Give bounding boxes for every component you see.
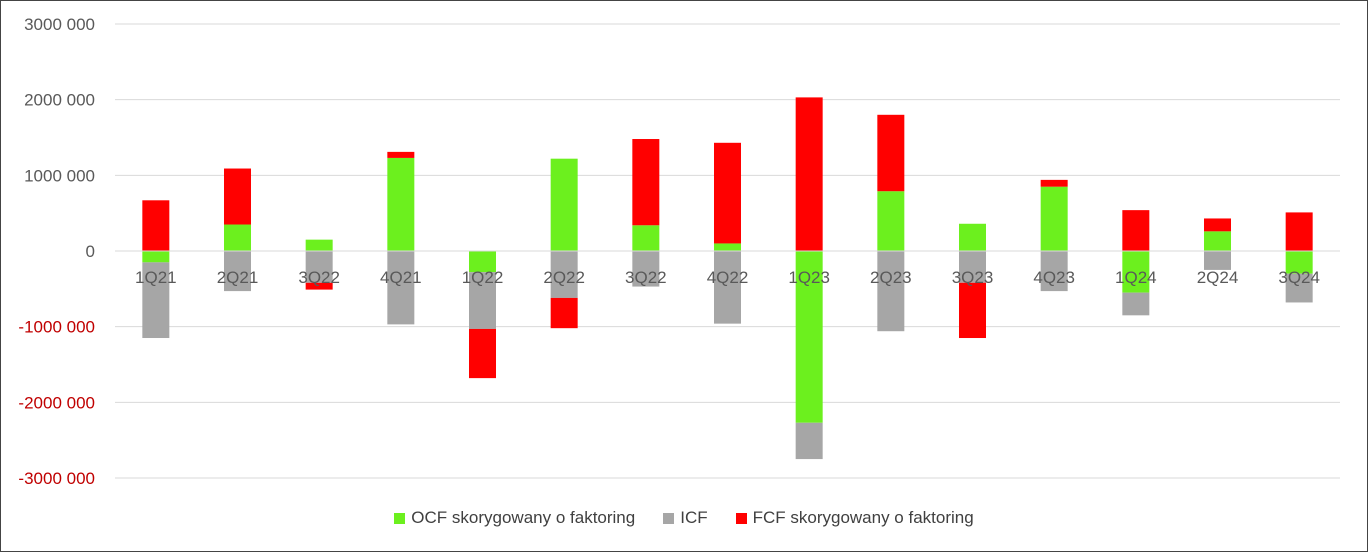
bar-ocf	[714, 243, 741, 251]
bar-ocf	[387, 157, 415, 251]
bar-icf	[714, 251, 741, 324]
bar-icf	[550, 251, 578, 298]
bar-icf	[877, 251, 905, 332]
bar-icf	[387, 251, 415, 325]
bar-fcf	[795, 97, 823, 251]
category-label: 3Q22	[625, 268, 667, 287]
category-label: 1Q21	[135, 268, 177, 287]
bar-icf	[1122, 292, 1150, 316]
bar-fcf	[550, 297, 578, 329]
bar-fcf	[1285, 212, 1313, 251]
bar-fcf	[877, 114, 905, 192]
bar-icf	[469, 272, 496, 329]
category-label: 1Q23	[788, 268, 830, 287]
y-tick-label: -3000 000	[18, 469, 95, 488]
legend-item-icf: ICF	[663, 508, 708, 528]
gridlines	[115, 23, 1340, 479]
category-label: 2Q23	[870, 268, 912, 287]
category-label: 4Q21	[380, 268, 422, 287]
y-tick-label: 2000 000	[24, 91, 95, 110]
bar-ocf	[877, 191, 905, 251]
bar-fcf	[1040, 179, 1068, 187]
bar-icf	[1204, 251, 1231, 270]
y-tick-label: 1000 000	[24, 166, 95, 185]
bar-icf	[1040, 251, 1068, 292]
bar-fcf	[469, 328, 496, 379]
bar-fcf	[224, 168, 251, 225]
category-label: 2Q24	[1197, 268, 1239, 287]
y-tick-label: 3000 000	[24, 15, 95, 34]
bar-fcf	[1204, 218, 1231, 232]
bar-icf	[142, 262, 170, 339]
bar-icf	[795, 422, 823, 460]
bar-ocf	[1204, 231, 1231, 251]
bar-icf	[1285, 273, 1313, 303]
bar-fcf	[305, 282, 333, 290]
legend: OCF skorygowany o faktoring ICF FCF skor…	[0, 508, 1368, 528]
bar-ocf	[959, 223, 986, 251]
legend-item-fcf: FCF skorygowany o faktoring	[735, 508, 974, 528]
y-tick-label: 0	[86, 242, 95, 261]
category-label: 2Q22	[543, 268, 585, 287]
legend-label-ocf: OCF skorygowany o faktoring	[411, 508, 636, 527]
bar-ocf	[469, 251, 496, 273]
y-axis-tick-labels: 3000 000 2000 000 1000 000 0 -1000 000 -2000 …	[18, 15, 95, 488]
bars	[142, 97, 1313, 460]
legend-swatch-icf	[663, 512, 675, 524]
legend-label-fcf: FCF skorygowany o faktoring	[752, 508, 974, 527]
legend-swatch-ocf	[394, 512, 406, 524]
bar-ocf	[550, 158, 578, 251]
bar-icf	[632, 251, 660, 287]
bar-ocf	[1285, 251, 1313, 274]
bar-fcf	[632, 139, 660, 226]
legend-label-icf: ICF	[680, 508, 708, 527]
category-labels: 1Q21 2Q21 3Q22 4Q21 1Q22 2Q22 3Q22 4Q22 1Q23 2Q23…	[135, 268, 1320, 287]
category-label: 1Q22	[462, 268, 504, 287]
bar-ocf	[1122, 251, 1150, 293]
bar-ocf	[632, 225, 660, 251]
bar-fcf	[1122, 210, 1150, 251]
legend-item-ocf: OCF skorygowany o faktoring	[394, 508, 635, 528]
bar-ocf	[795, 251, 823, 423]
category-label: 1Q24	[1115, 268, 1157, 287]
bar-fcf	[959, 282, 986, 339]
bar-ocf	[1040, 186, 1068, 251]
bar-icf	[224, 251, 251, 292]
bar-icf	[305, 251, 333, 283]
y-tick-label: -2000 000	[18, 393, 95, 412]
bar-fcf	[142, 200, 170, 251]
category-label: 4Q23	[1033, 268, 1075, 287]
category-label: 3Q24	[1278, 268, 1320, 287]
bar-ocf	[142, 251, 170, 263]
bar-ocf	[305, 239, 333, 251]
bar-fcf	[714, 142, 741, 244]
category-label: 3Q23	[952, 268, 994, 287]
bar-ocf	[224, 224, 251, 251]
category-label: 4Q22	[707, 268, 749, 287]
category-label: 3Q22	[298, 268, 340, 287]
legend-swatch-fcf	[735, 512, 747, 524]
category-label: 2Q21	[217, 268, 259, 287]
bar-fcf	[387, 151, 415, 158]
y-tick-label: -1000 000	[18, 318, 95, 337]
bar-icf	[959, 251, 986, 283]
